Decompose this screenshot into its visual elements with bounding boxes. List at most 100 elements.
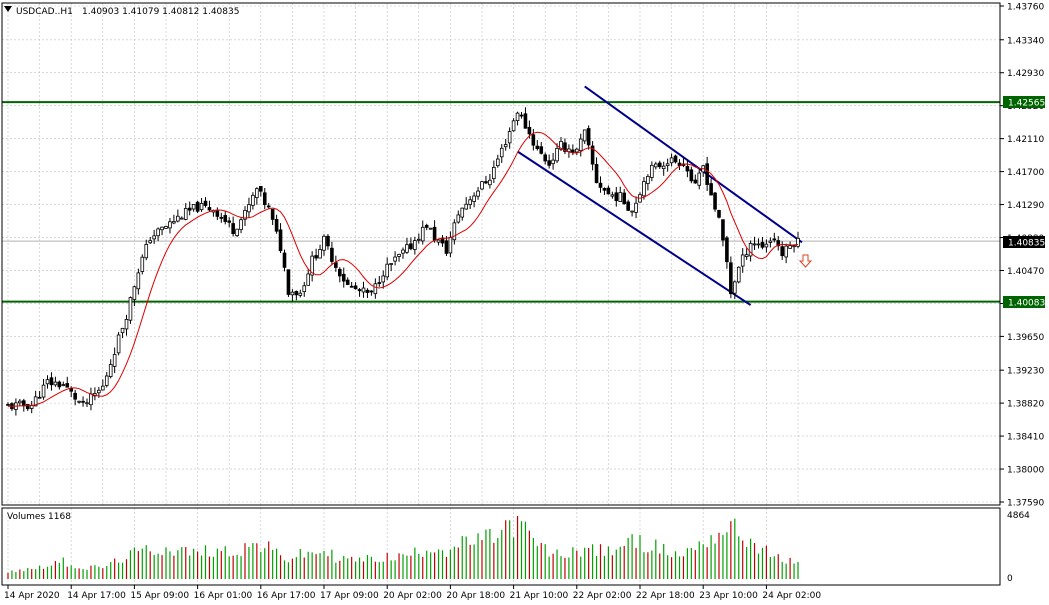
candle-body <box>464 203 468 210</box>
sell-arrow-icon[interactable] <box>798 254 813 268</box>
candle-body <box>551 159 555 165</box>
candle-body <box>432 226 437 241</box>
candle-body <box>223 215 228 222</box>
candle-body <box>231 223 235 235</box>
candle-body <box>492 166 496 179</box>
candle-body <box>452 222 457 241</box>
time-scale[interactable]: 14 Apr 2020 14 Apr 17:00 15 Apr 09:00 16 Ap… <box>4 585 821 601</box>
support-level-tag: 1.40083 <box>1003 296 1045 309</box>
candle-body <box>780 246 784 257</box>
candle-body <box>57 381 62 388</box>
candle-body <box>239 219 243 231</box>
time-tick-label: 24 Apr 02:00 <box>762 591 821 601</box>
candle-body <box>610 194 615 197</box>
candle-body <box>215 210 220 217</box>
candle-body <box>322 235 326 251</box>
candle-body <box>21 400 26 407</box>
candle-body <box>488 179 492 186</box>
candle-body <box>361 287 366 293</box>
price-tick-label: 1.41700 <box>1007 168 1044 178</box>
resistance-label: 1.42565 <box>1008 99 1045 109</box>
time-tick-label: 14 Apr 2020 <box>4 591 60 601</box>
candle-body <box>409 243 413 250</box>
candle-body <box>531 134 536 146</box>
candle-body <box>618 192 623 202</box>
candle-body <box>314 255 318 259</box>
candle-body <box>286 269 291 295</box>
candle-body <box>282 252 287 268</box>
candle-body <box>128 297 133 321</box>
candle-body <box>729 262 733 295</box>
candle-body <box>179 217 184 220</box>
candle-body <box>187 207 192 211</box>
candle-body <box>523 113 528 129</box>
ohlc-values: 1.40903 1.41079 1.40812 1.40835 <box>82 7 239 17</box>
candle-body <box>334 262 338 268</box>
price-tick-label: 1.43760 <box>1007 3 1044 13</box>
price-tick-label: 1.42930 <box>1007 69 1044 79</box>
candle-body <box>590 145 595 165</box>
candle-body <box>602 188 607 191</box>
candle-body <box>258 186 263 192</box>
candle-body <box>693 179 698 184</box>
candle-body <box>424 224 429 228</box>
candle-body <box>278 229 283 252</box>
volume-max-label: 4864 <box>1007 511 1030 521</box>
candle-body <box>104 375 109 386</box>
candle-body <box>337 268 342 277</box>
candle-body <box>725 237 729 263</box>
candle-body <box>519 114 524 117</box>
price-tick-label: 1.38410 <box>1007 433 1044 443</box>
candle-body <box>81 400 85 403</box>
time-tick-label: 23 Apr 10:00 <box>699 591 758 601</box>
candle-body <box>752 243 757 246</box>
candle-body <box>733 281 737 294</box>
candle-body <box>164 226 168 229</box>
candle-body <box>535 145 540 150</box>
price-tick-label: 1.38000 <box>1007 466 1044 476</box>
candle-body <box>555 147 559 162</box>
price-panel-frame <box>1 2 1001 506</box>
candle-body <box>381 275 386 283</box>
candle-body <box>191 204 196 210</box>
candle-body <box>77 400 81 403</box>
candle-body <box>578 138 583 151</box>
candle-body <box>243 210 247 220</box>
volume-bars <box>7 516 799 579</box>
candle-body <box>306 273 310 286</box>
candle-body <box>559 140 563 150</box>
dropdown-triangle-icon[interactable] <box>4 6 12 12</box>
candle-body <box>420 226 425 242</box>
candle-body <box>365 289 370 293</box>
candle-body <box>717 210 721 218</box>
time-tick-label: 20 Apr 02:00 <box>383 591 442 601</box>
candle-body <box>270 208 275 220</box>
candle-body <box>784 245 788 258</box>
candle-body <box>760 241 765 248</box>
candle-body <box>33 396 38 407</box>
candle-body <box>654 163 658 168</box>
price-tick-label: 1.39650 <box>1007 333 1044 343</box>
price-tick-label: 1.41290 <box>1007 201 1044 211</box>
candle-body <box>132 286 137 300</box>
price-tick-label: 1.42110 <box>1007 135 1044 145</box>
candle-body <box>290 291 295 296</box>
candle-body <box>6 403 10 406</box>
candle-body <box>377 282 382 284</box>
candle-body <box>626 201 630 211</box>
candle-body <box>543 154 547 162</box>
candle-body <box>345 279 350 285</box>
candle-body <box>37 396 42 399</box>
candle-body <box>61 384 66 386</box>
candle-body <box>349 285 354 288</box>
current-price-label: 1.40835 <box>1008 239 1045 249</box>
candle-body <box>168 221 172 229</box>
candle-body <box>685 166 690 172</box>
candle-body <box>326 235 330 247</box>
candle-body <box>235 228 239 237</box>
candle-body <box>195 201 200 212</box>
candle-body <box>357 289 362 292</box>
candle-body <box>669 157 674 164</box>
moving-average <box>7 131 799 407</box>
